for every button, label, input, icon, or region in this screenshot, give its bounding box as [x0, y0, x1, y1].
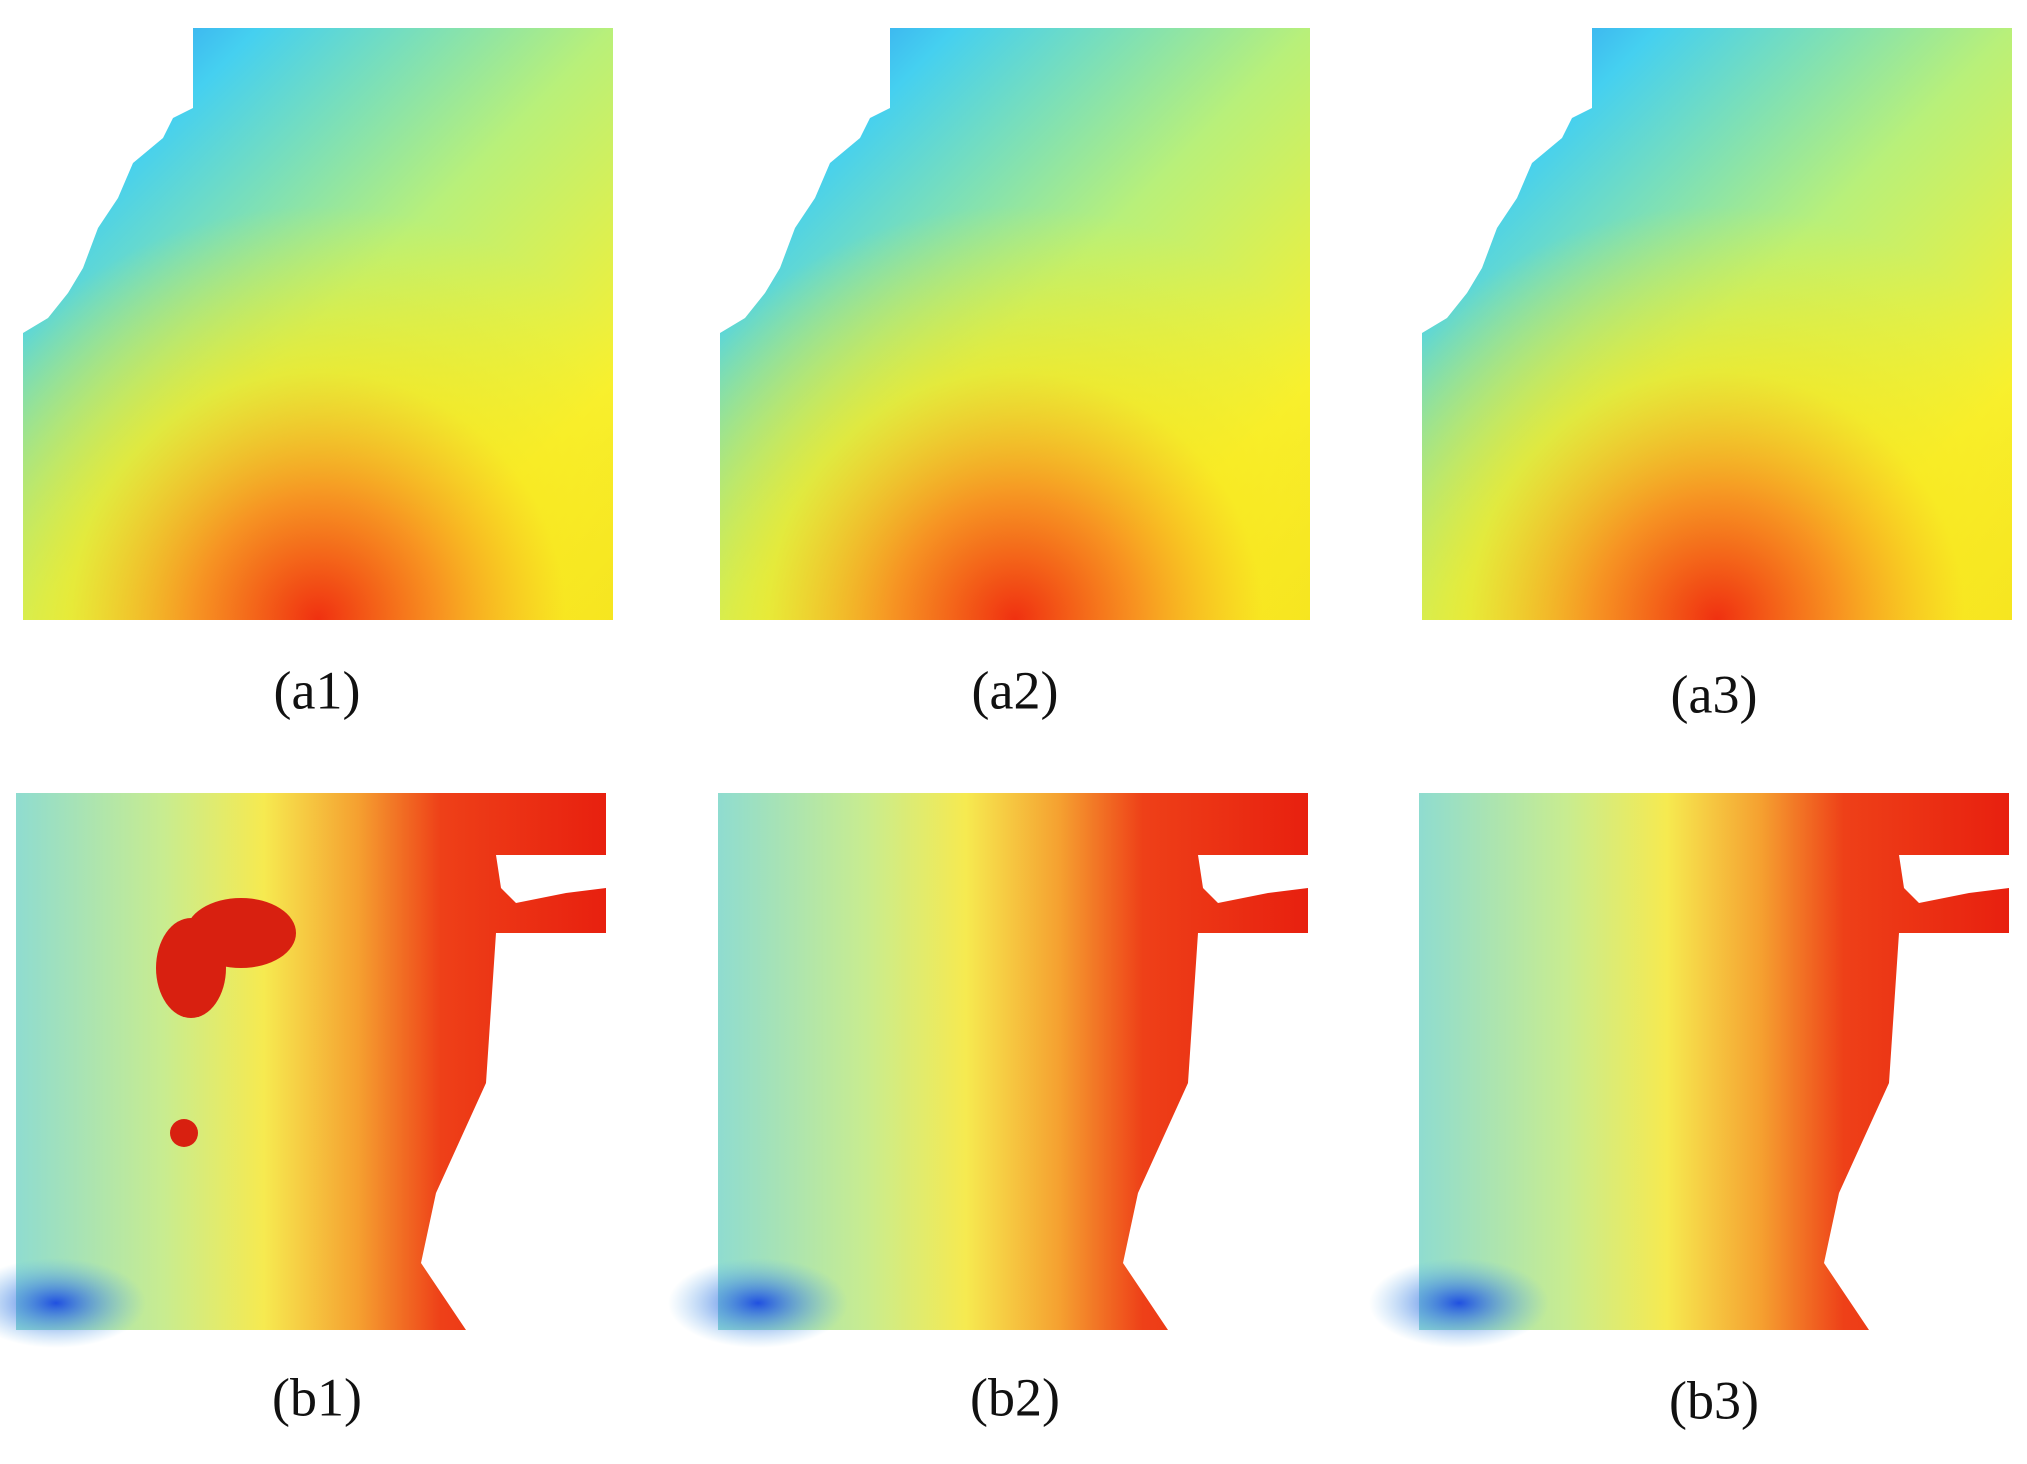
panel-label: (a2) [972, 660, 1059, 720]
panel-b2 [668, 793, 1308, 1348]
panel-label: (b3) [1669, 1370, 1759, 1430]
panel-label: (b1) [272, 1367, 362, 1427]
panel-label: (a1) [274, 660, 361, 720]
panel-b1 [0, 793, 606, 1348]
panel-a3 [1422, 28, 2012, 620]
panel-b3 [1369, 793, 2009, 1348]
panel-label: (b2) [970, 1367, 1060, 1427]
panel-a2 [720, 28, 1310, 620]
panel-a1 [23, 28, 613, 620]
panel-label: (a3) [1671, 664, 1758, 724]
